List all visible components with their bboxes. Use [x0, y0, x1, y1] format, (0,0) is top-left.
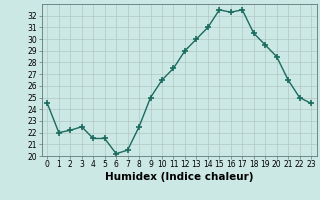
X-axis label: Humidex (Indice chaleur): Humidex (Indice chaleur) — [105, 172, 253, 182]
